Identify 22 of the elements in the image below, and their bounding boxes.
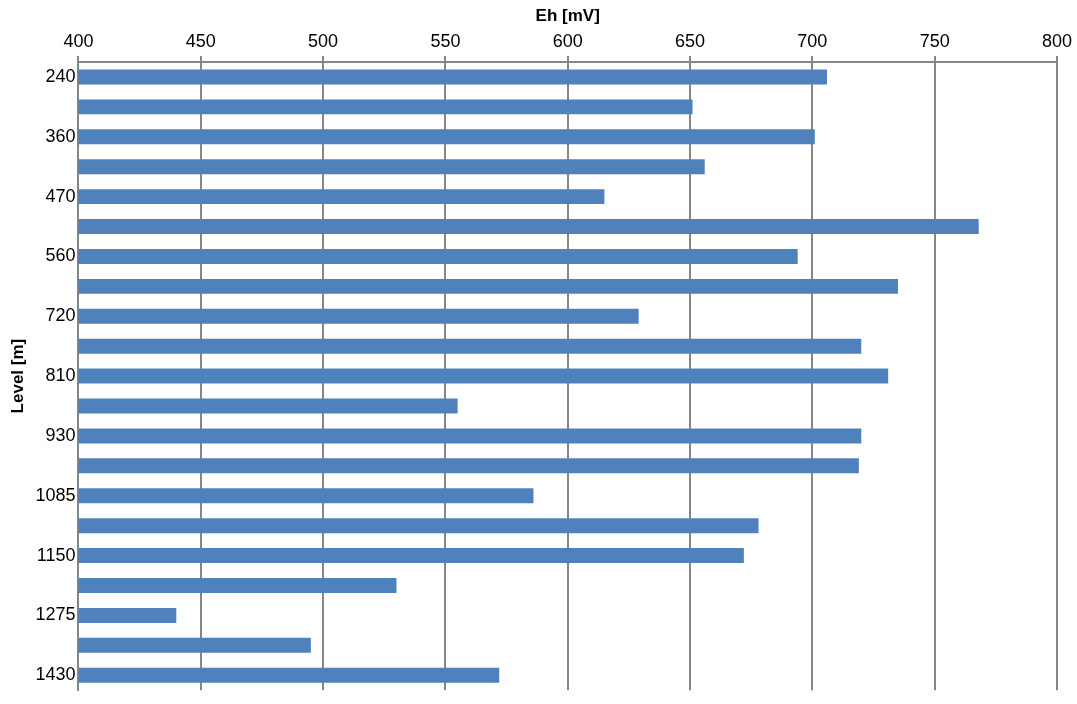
y-tick-label: 720 (45, 305, 76, 326)
y-tick-label: 470 (45, 185, 76, 206)
x-tick-label: 700 (797, 31, 828, 52)
x-axis-title: Eh [mV] (535, 5, 600, 25)
y-tick-label: 1085 (35, 484, 76, 505)
y-tick-label: 560 (45, 245, 76, 266)
x-tick-label: 500 (308, 31, 339, 52)
y-tick-label: 1430 (35, 664, 76, 685)
y-tick-label: 930 (45, 424, 76, 445)
x-tick-label: 450 (185, 31, 216, 52)
x-tick-label: 400 (63, 31, 94, 52)
y-tick-label: 240 (45, 65, 76, 86)
x-tick-label: 800 (1041, 31, 1073, 52)
y-tick-label: 1150 (36, 544, 76, 565)
y-tick-label: 810 (45, 365, 76, 386)
x-tick-label: 600 (552, 31, 583, 52)
x-tick-label: 750 (919, 31, 950, 52)
x-tick-label: 550 (430, 31, 461, 52)
y-axis-title: Level [m] (7, 338, 27, 414)
x-tick-label: 650 (675, 31, 706, 52)
y-tick-label: 360 (45, 125, 76, 146)
y-tick-label: 1275 (35, 604, 76, 625)
